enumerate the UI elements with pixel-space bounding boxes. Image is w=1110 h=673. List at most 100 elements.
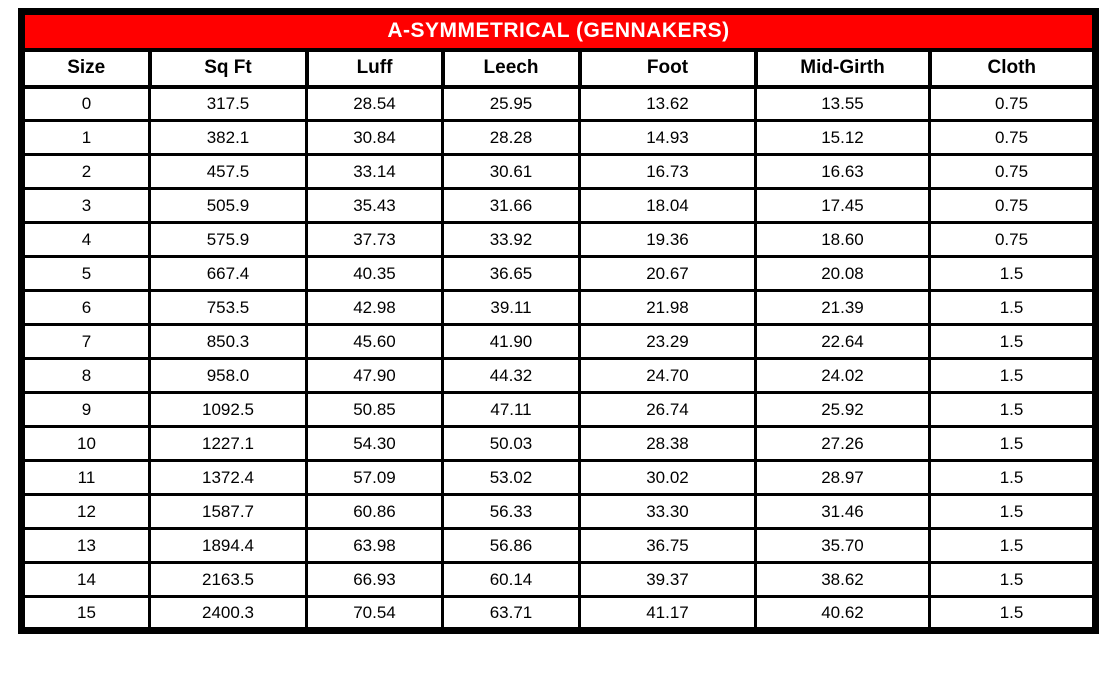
cell-cloth: 0.75 (927, 221, 1098, 258)
cell-cloth: 1.5 (927, 425, 1098, 462)
cell-cloth: 1.5 (927, 493, 1098, 530)
cell-leech: 39.11 (441, 289, 581, 326)
cell-foot: 36.75 (578, 527, 757, 564)
cell-leech: 47.11 (441, 391, 581, 428)
cell-leech: 41.90 (441, 323, 581, 360)
table-row: 9 1092.5 50.85 47.11 26.74 25.92 1.5 (20, 391, 1098, 428)
cell-leech: 36.65 (441, 255, 581, 292)
table-row: 11 1372.4 57.09 53.02 30.02 28.97 1.5 (20, 459, 1098, 496)
cell-cloth: 1.5 (927, 391, 1098, 428)
table-body: 0 317.5 28.54 25.95 13.62 13.55 0.75 1 382.1 30.8… (20, 85, 1098, 632)
cell-cloth: 1.5 (927, 527, 1098, 564)
cell-leech: 30.61 (441, 153, 581, 190)
cell-size: 6 (20, 289, 151, 326)
cell-size: 15 (20, 595, 151, 632)
cell-mid-girth: 27.26 (754, 425, 931, 462)
cell-sq-ft: 505.9 (148, 187, 308, 224)
title-banner-row: A-SYMMETRICAL (GENNAKERS) (19, 10, 1098, 52)
cell-leech: 33.92 (441, 221, 581, 258)
cell-foot: 41.17 (578, 595, 757, 632)
cell-luff: 45.60 (305, 323, 444, 360)
table-row: 15 2400.3 70.54 63.71 41.17 40.62 1.5 (20, 595, 1098, 632)
cell-sq-ft: 2163.5 (148, 561, 308, 598)
cell-sq-ft: 1894.4 (148, 527, 308, 564)
column-header-sq-ft: Sq Ft (147, 47, 309, 89)
cell-foot: 18.04 (578, 187, 757, 224)
cell-size: 9 (20, 391, 151, 428)
cell-foot: 20.67 (578, 255, 757, 292)
cell-mid-girth: 20.08 (754, 255, 931, 292)
cell-luff: 63.98 (305, 527, 444, 564)
cell-cloth: 1.5 (927, 595, 1098, 632)
cell-size: 2 (20, 153, 151, 190)
cell-foot: 13.62 (578, 85, 757, 122)
cell-leech: 50.03 (441, 425, 581, 462)
cell-size: 11 (20, 459, 151, 496)
cell-foot: 19.36 (578, 221, 757, 258)
cell-leech: 53.02 (441, 459, 581, 496)
cell-cloth: 1.5 (927, 255, 1098, 292)
table-row: 0 317.5 28.54 25.95 13.62 13.55 0.75 (20, 85, 1098, 122)
cell-leech: 44.32 (441, 357, 581, 394)
cell-sq-ft: 850.3 (148, 323, 308, 360)
table-row: 3 505.9 35.43 31.66 18.04 17.45 0.75 (20, 187, 1098, 224)
cell-sq-ft: 1587.7 (148, 493, 308, 530)
cell-cloth: 1.5 (927, 561, 1098, 598)
cell-leech: 56.86 (441, 527, 581, 564)
cell-luff: 70.54 (305, 595, 444, 632)
cell-foot: 33.30 (578, 493, 757, 530)
cell-mid-girth: 13.55 (754, 85, 931, 122)
cell-mid-girth: 24.02 (754, 357, 931, 394)
column-header-size: Size (19, 47, 152, 89)
cell-foot: 21.98 (578, 289, 757, 326)
cell-sq-ft: 667.4 (148, 255, 308, 292)
cell-mid-girth: 21.39 (754, 289, 931, 326)
cell-cloth: 1.5 (927, 357, 1098, 394)
cell-luff: 37.73 (305, 221, 444, 258)
cell-luff: 28.54 (305, 85, 444, 122)
cell-foot: 23.29 (578, 323, 757, 360)
cell-size: 14 (20, 561, 151, 598)
cell-mid-girth: 35.70 (754, 527, 931, 564)
cell-foot: 14.93 (578, 119, 757, 156)
column-header-cloth: Cloth (927, 47, 1098, 89)
cell-sq-ft: 317.5 (148, 85, 308, 122)
cell-sq-ft: 1227.1 (148, 425, 308, 462)
cell-foot: 24.70 (578, 357, 757, 394)
cell-sq-ft: 1092.5 (148, 391, 308, 428)
table-row: 6 753.5 42.98 39.11 21.98 21.39 1.5 (20, 289, 1098, 326)
cell-leech: 28.28 (441, 119, 581, 156)
table-row: 10 1227.1 54.30 50.03 28.38 27.26 1.5 (20, 425, 1098, 462)
table-row: 7 850.3 45.60 41.90 23.29 22.64 1.5 (20, 323, 1098, 360)
cell-size: 0 (20, 85, 151, 122)
cell-foot: 39.37 (578, 561, 757, 598)
table-row: 4 575.9 37.73 33.92 19.36 18.60 0.75 (20, 221, 1098, 258)
table-row: 14 2163.5 66.93 60.14 39.37 38.62 1.5 (20, 561, 1098, 598)
cell-mid-girth: 38.62 (754, 561, 931, 598)
cell-sq-ft: 457.5 (148, 153, 308, 190)
gennaker-size-table: A-SYMMETRICAL (GENNAKERS) Size Sq Ft Luf… (18, 8, 1100, 634)
cell-mid-girth: 31.46 (754, 493, 931, 530)
cell-cloth: 1.5 (927, 323, 1098, 360)
table-row: 2 457.5 33.14 30.61 16.73 16.63 0.75 (20, 153, 1098, 190)
cell-luff: 47.90 (305, 357, 444, 394)
cell-size: 1 (20, 119, 151, 156)
cell-leech: 31.66 (441, 187, 581, 224)
table-title: A-SYMMETRICAL (GENNAKERS) (19, 10, 1098, 52)
table-row: 8 958.0 47.90 44.32 24.70 24.02 1.5 (20, 357, 1098, 394)
cell-size: 10 (20, 425, 151, 462)
cell-cloth: 0.75 (927, 85, 1098, 122)
cell-sq-ft: 1372.4 (148, 459, 308, 496)
cell-size: 3 (20, 187, 151, 224)
cell-cloth: 0.75 (927, 187, 1098, 224)
cell-mid-girth: 18.60 (754, 221, 931, 258)
column-header-foot: Foot (577, 47, 758, 89)
cell-size: 7 (20, 323, 151, 360)
cell-foot: 16.73 (578, 153, 757, 190)
cell-luff: 30.84 (305, 119, 444, 156)
cell-size: 12 (20, 493, 151, 530)
table-row: 5 667.4 40.35 36.65 20.67 20.08 1.5 (20, 255, 1098, 292)
cell-luff: 33.14 (305, 153, 444, 190)
cell-sq-ft: 958.0 (148, 357, 308, 394)
cell-leech: 25.95 (441, 85, 581, 122)
